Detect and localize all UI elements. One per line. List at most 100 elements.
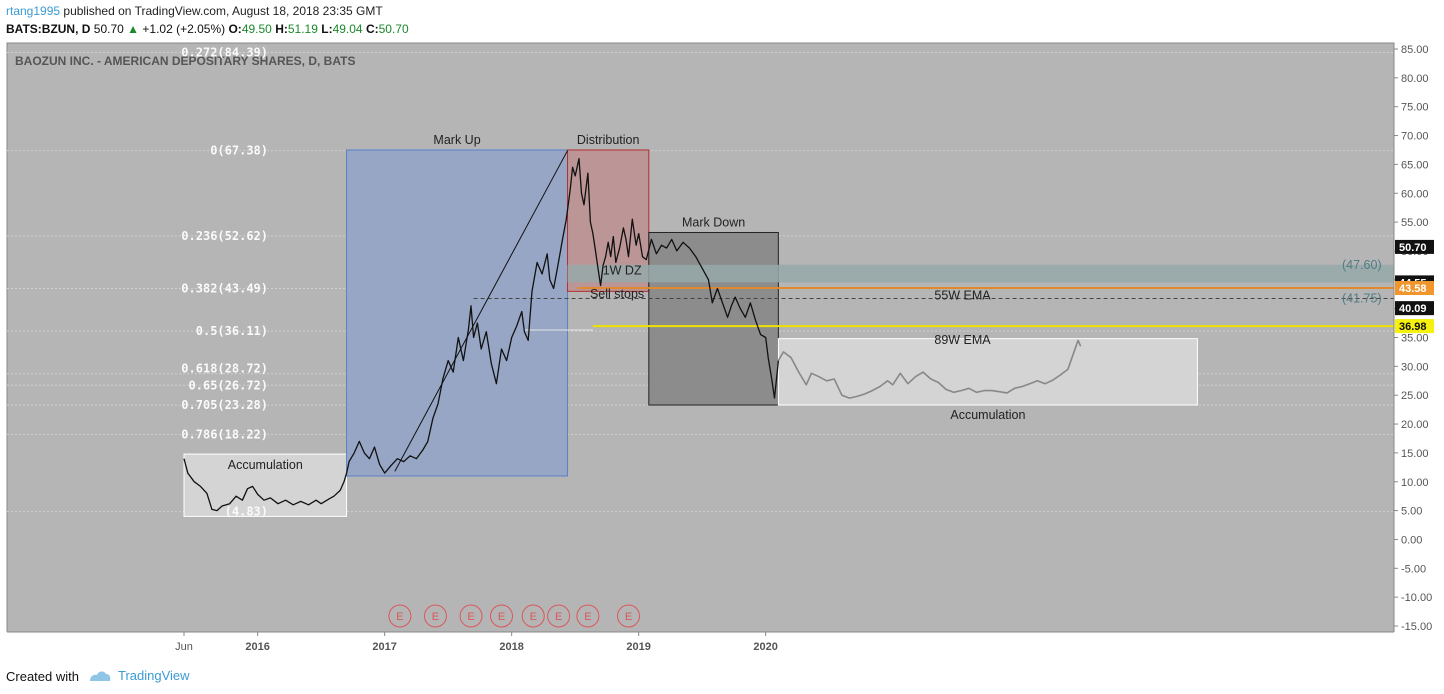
y-tick-label: 10.00 bbox=[1401, 477, 1429, 489]
open-label: O: bbox=[228, 22, 242, 36]
y-tick-label: 70.00 bbox=[1401, 131, 1429, 143]
x-tick-label: 2019 bbox=[626, 641, 650, 653]
author-link[interactable]: rtang1995 bbox=[6, 4, 61, 18]
earnings-marker bbox=[576, 604, 600, 628]
fib-label: 0.786(18.22) bbox=[181, 427, 268, 441]
high-label: H: bbox=[275, 22, 288, 36]
created-with-text: Created with bbox=[6, 669, 79, 684]
phase-boxes bbox=[183, 149, 1394, 517]
earnings-label: E bbox=[432, 611, 439, 623]
chart-labels: BAOZUN INC. - AMERICAN DEPOSITARY SHARES… bbox=[15, 46, 1382, 628]
price-label-bg bbox=[1395, 319, 1434, 334]
earnings-marker bbox=[521, 604, 545, 628]
open-value: 49.50 bbox=[241, 22, 272, 36]
y-tick-label: 20.00 bbox=[1401, 419, 1429, 431]
price-label-bg bbox=[1395, 280, 1434, 295]
phase-label: Distribution bbox=[577, 133, 640, 147]
price-line bbox=[183, 157, 780, 512]
fib-label: 0.236(52.62) bbox=[181, 229, 268, 243]
fib-trendline bbox=[394, 150, 568, 472]
symbol-label: BATS:BZUN, D bbox=[6, 22, 91, 36]
low-value: 49.04 bbox=[332, 22, 363, 36]
earnings-marker bbox=[423, 604, 447, 628]
annotation-label: 89W EMA bbox=[934, 333, 991, 347]
fib-label: 0.5(36.11) bbox=[196, 324, 268, 338]
y-tick-label: 65.00 bbox=[1401, 159, 1429, 171]
close-label: C: bbox=[365, 22, 379, 36]
price-label-bg bbox=[1395, 301, 1434, 316]
earnings-label: E bbox=[498, 611, 505, 623]
price-label: 40.09 bbox=[1399, 303, 1427, 315]
earnings-marker bbox=[617, 604, 640, 628]
fib-label: 0.382(43.49) bbox=[181, 282, 268, 296]
earnings-label: E bbox=[467, 611, 474, 623]
y-tick-label: 0.00 bbox=[1401, 534, 1422, 546]
ohlc-info: BATS:BZUN, D 50.70 ▲ +1.02 (+2.05%) O:49… bbox=[6, 22, 409, 36]
y-tick-label: 55.00 bbox=[1401, 217, 1429, 229]
price-label: 43.58 bbox=[1399, 283, 1427, 295]
fib-label: 0.65(26.72) bbox=[189, 378, 268, 392]
y-tick-label: 25.00 bbox=[1401, 390, 1429, 402]
fib-label: (4.83) bbox=[225, 505, 268, 519]
axes[interactable]: 85.0080.0075.0070.0065.0060.0055.0050.00… bbox=[0, 43, 1444, 660]
low-label: L: bbox=[321, 22, 333, 36]
earnings-marker bbox=[547, 604, 571, 628]
tradingview-link[interactable]: TradingView bbox=[88, 668, 190, 683]
publish-info: rtang1995 published on TradingView.com, … bbox=[6, 4, 383, 18]
price-series bbox=[183, 150, 1394, 512]
fib-label: 0(67.38) bbox=[210, 144, 268, 158]
y-tick-label: 5.00 bbox=[1401, 506, 1422, 518]
projected-price-line bbox=[777, 339, 1082, 399]
earnings-label: E bbox=[625, 611, 632, 623]
phase-box bbox=[648, 231, 779, 406]
fib-label: 0.618(28.72) bbox=[181, 362, 268, 376]
annotation-label: Sell stops bbox=[590, 287, 644, 301]
fib-label: 0.272(84.39) bbox=[181, 46, 268, 60]
earnings-label: E bbox=[396, 611, 403, 623]
price-axis-bg bbox=[1394, 43, 1444, 632]
y-tick-label: 85.00 bbox=[1401, 44, 1429, 56]
chart-title: BAOZUN INC. - AMERICAN DEPOSITARY SHARES… bbox=[15, 54, 355, 68]
x-tick-label: 2018 bbox=[499, 641, 523, 653]
phase-label: Mark Down bbox=[682, 215, 745, 229]
tradingview-logo-icon bbox=[90, 670, 111, 681]
phase-box bbox=[777, 338, 1198, 406]
annotation-label: (41.75) bbox=[1342, 292, 1382, 306]
time-axis-bg bbox=[0, 632, 1444, 660]
high-value: 51.19 bbox=[287, 22, 318, 36]
annotation-label: (47.60) bbox=[1342, 258, 1382, 272]
price-label: 36.98 bbox=[1399, 321, 1427, 333]
x-tick-label: Jun bbox=[175, 641, 193, 653]
y-tick-label: -5.00 bbox=[1401, 563, 1426, 575]
earnings-label: E bbox=[530, 611, 537, 623]
y-tick-label: 15.00 bbox=[1401, 448, 1429, 460]
y-tick-label: 75.00 bbox=[1401, 102, 1429, 114]
earnings-label: E bbox=[555, 611, 562, 623]
earnings-marker bbox=[459, 604, 483, 628]
earnings-label: E bbox=[584, 611, 591, 623]
annotation-label: 55W EMA bbox=[934, 288, 991, 302]
y-tick-label: -15.00 bbox=[1401, 621, 1432, 633]
x-tick-label: 2017 bbox=[372, 641, 396, 653]
price-label: 50.70 bbox=[1399, 242, 1427, 254]
phase-label: Mark Up bbox=[433, 133, 480, 147]
y-tick-label: 30.00 bbox=[1401, 361, 1429, 373]
price-chart[interactable]: BAOZUN INC. - AMERICAN DEPOSITARY SHARES… bbox=[0, 40, 1444, 660]
y-tick-label: 80.00 bbox=[1401, 73, 1429, 85]
price-label-bg bbox=[1395, 239, 1434, 254]
fib-label: 0.705(23.28) bbox=[181, 398, 268, 412]
demand-zone bbox=[567, 264, 1394, 283]
tradingview-brand-label: TradingView bbox=[118, 668, 190, 683]
publish-text: published on TradingView.com, August 18,… bbox=[63, 4, 383, 18]
last-price: 50.70 bbox=[93, 22, 124, 36]
y-tick-label: 35.00 bbox=[1401, 333, 1429, 345]
price-change: +1.02 (+2.05%) bbox=[142, 22, 226, 36]
earnings-marker bbox=[490, 604, 513, 628]
footer: Created with TradingView bbox=[0, 660, 1444, 694]
earnings-marker bbox=[388, 604, 412, 628]
y-tick-label: -10.00 bbox=[1401, 592, 1432, 604]
annotation-label: 1W DZ bbox=[603, 264, 642, 278]
up-arrow-icon: ▲ bbox=[127, 22, 140, 36]
phase-label: Accumulation bbox=[950, 408, 1025, 422]
y-tick-label: 60.00 bbox=[1401, 188, 1429, 200]
